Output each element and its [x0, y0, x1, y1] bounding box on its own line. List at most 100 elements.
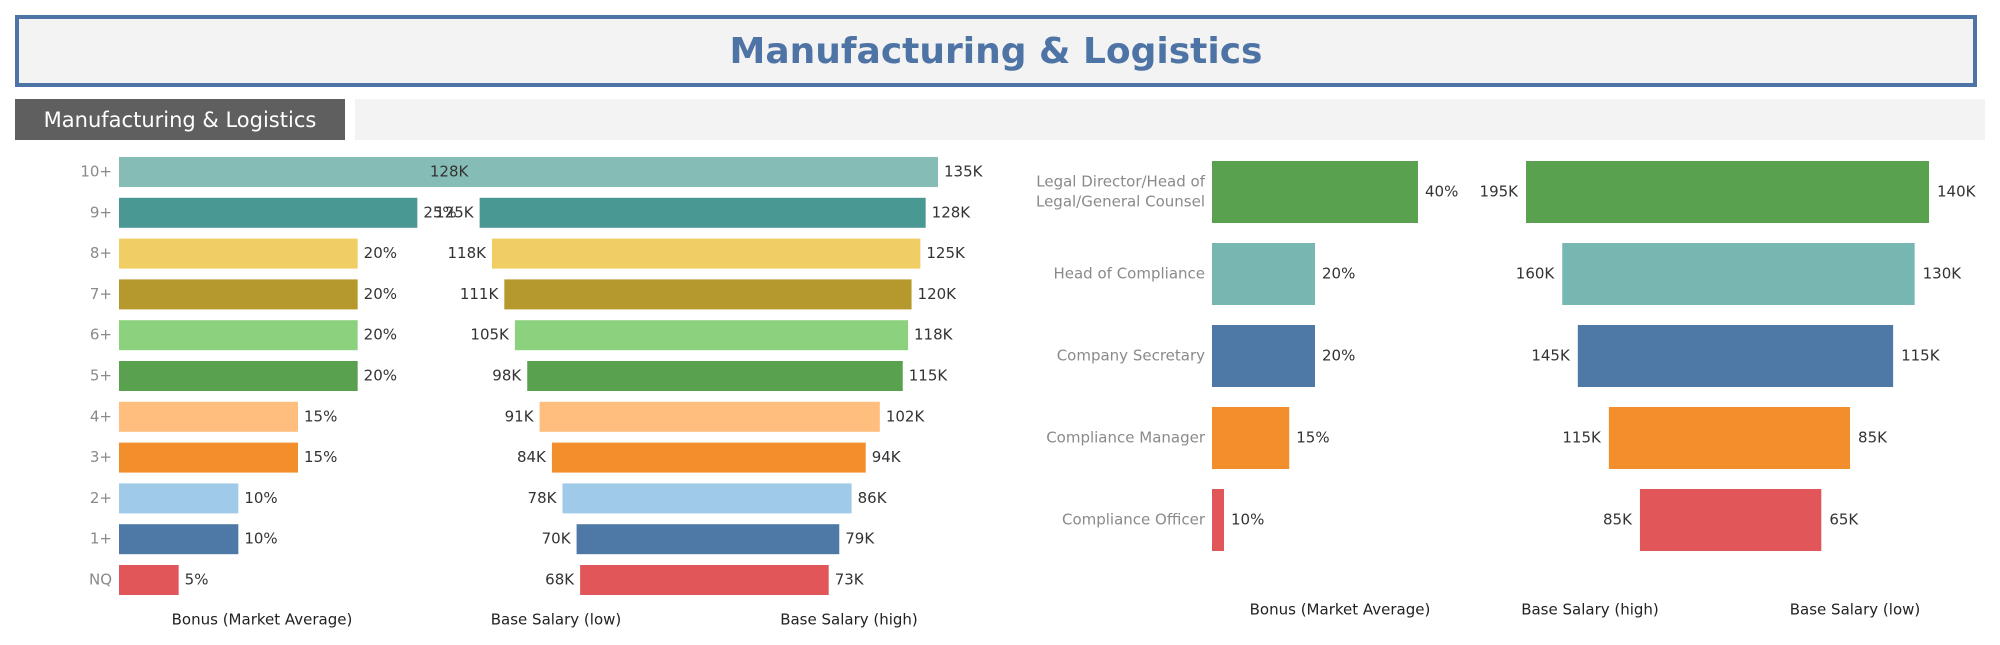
right-bonus-value-label: 15%: [1296, 429, 1329, 447]
left-category-label: 4+: [90, 407, 112, 425]
left-salary-low-label: 128K: [430, 163, 470, 181]
left-salary-high-bar: [700, 197, 926, 228]
left-salary-high-bar: [700, 157, 938, 187]
right-bonus-value-label: 20%: [1322, 265, 1355, 283]
left-bonus-value-label: 10%: [244, 530, 277, 548]
right-role-label-line1: Legal Director/Head of: [1036, 173, 1205, 191]
left-bonus-axis-label: Bonus (Market Average): [172, 611, 353, 629]
left-salary-high-bar: [700, 279, 912, 310]
left-bonus-value-label: 20%: [364, 367, 397, 385]
right-salary-high-bar: [1577, 325, 1728, 387]
right-bonus-value-label: 10%: [1231, 511, 1264, 529]
left-salary-low-bar: [562, 483, 700, 514]
right-salary-high-bar: [1608, 407, 1728, 469]
left-bonus-value-label: 10%: [244, 489, 277, 507]
right-salary-low-bar: [1728, 407, 1851, 469]
section-tab[interactable]: Manufacturing & Logistics: [15, 99, 345, 140]
right-bonus-bar: [1212, 325, 1315, 387]
right-role-label: Compliance Officer: [1062, 511, 1206, 529]
right-salary-high-label: 85K: [1603, 511, 1633, 529]
right-salary-high-bar: [1526, 161, 1728, 223]
left-salary-high-label: 118K: [914, 326, 954, 344]
left-salary-high-label: 125K: [926, 244, 966, 262]
left-salary-high-bar: [700, 483, 852, 514]
right-bonus-value-label: 20%: [1322, 347, 1355, 365]
left-category-label: 6+: [90, 326, 112, 344]
left-bonus-bar: [119, 565, 179, 595]
left-salary-low-bar: [527, 361, 700, 391]
right-salary-high-bar: [1562, 243, 1728, 305]
left-salary-high-label: 102K: [886, 407, 926, 425]
left-bonus-value-label: 20%: [364, 285, 397, 303]
left-salary-high-bar: [700, 320, 909, 351]
left-salary-high-axis-label: Base Salary (high): [780, 611, 918, 629]
left-bonus-bar: [119, 483, 239, 514]
right-salary-low-label: 140K: [1937, 183, 1977, 201]
right-salary-low-label: 115K: [1901, 347, 1941, 365]
left-salary-low-bar: [539, 401, 700, 432]
right-role-label: Head of Compliance: [1053, 265, 1205, 283]
right-role-label: Compliance Manager: [1046, 429, 1206, 447]
left-salary-high-label: 94K: [872, 448, 902, 466]
left-salary-high-bar: [700, 442, 866, 473]
left-category-label: 1+: [90, 530, 112, 548]
left-salary-low-label: 98K: [492, 367, 522, 385]
left-bonus-bar: [119, 197, 418, 228]
left-salary-high-label: 86K: [858, 489, 888, 507]
section-header-bar: [355, 99, 1985, 140]
left-salary-low-axis-label: Base Salary (low): [491, 611, 622, 629]
left-bonus-bar: [119, 279, 358, 310]
right-salary-high-label: 115K: [1562, 429, 1602, 447]
right-salary-low-bar: [1728, 325, 1894, 387]
right-bonus-value-label: 40%: [1425, 183, 1458, 201]
left-salary-low-label: 91K: [505, 407, 535, 425]
left-category-label: 9+: [90, 203, 112, 221]
right-salary-high-bar: [1639, 489, 1728, 551]
left-bonus-value-label: 20%: [364, 244, 397, 262]
right-salary-low-bar: [1728, 489, 1822, 551]
left-salary-low-bar: [474, 157, 700, 187]
left-bonus-value-label: 20%: [364, 326, 397, 344]
right-salary-high-axis-label: Base Salary (high): [1521, 601, 1659, 619]
left-salary-high-label: 120K: [918, 285, 958, 303]
left-bonus-bar: [119, 320, 358, 351]
right-bonus-axis-label: Bonus (Market Average): [1250, 601, 1431, 619]
left-category-label: 3+: [90, 448, 112, 466]
left-salary-low-bar: [514, 320, 700, 351]
dashboard-title: Manufacturing & Logistics: [729, 30, 1263, 72]
left-category-label: 5+: [90, 367, 112, 385]
right-bonus-bar: [1212, 161, 1418, 223]
left-salary-low-label: 105K: [470, 326, 510, 344]
left-salary-low-bar: [551, 442, 700, 473]
left-bonus-value-label: 15%: [304, 407, 337, 425]
left-salary-high-bar: [700, 401, 880, 432]
left-salary-high-label: 135K: [944, 163, 984, 181]
left-category-label: 8+: [90, 244, 112, 262]
left-bonus-bar: [119, 361, 358, 391]
left-salary-high-bar: [700, 524, 840, 555]
left-bonus-bar: [119, 238, 358, 269]
left-bonus-value-label: 25%: [423, 203, 456, 221]
right-bonus-bar: [1212, 407, 1290, 469]
left-salary-low-bar: [576, 524, 700, 555]
right-role-label-line2: Legal/General Counsel: [1036, 193, 1205, 211]
left-salary-low-label: 70K: [542, 530, 572, 548]
left-salary-low-bar: [491, 238, 700, 269]
right-salary-high-label: 160K: [1516, 265, 1556, 283]
left-salary-low-label: 111K: [460, 285, 500, 303]
left-salary-low-label: 118K: [448, 244, 488, 262]
left-salary-low-bar: [479, 197, 700, 228]
left-salary-low-bar: [580, 565, 700, 595]
right-salary-low-bar: [1728, 161, 1929, 223]
left-category-label: 2+: [90, 489, 112, 507]
left-salary-high-label: 79K: [845, 530, 875, 548]
left-category-label: NQ: [89, 571, 112, 589]
left-bonus-bar: [119, 401, 298, 432]
right-salary-high-label: 195K: [1480, 183, 1520, 201]
right-salary-low-label: 65K: [1829, 511, 1859, 529]
right-role-label: Company Secretary: [1057, 347, 1205, 365]
left-bonus-bar: [119, 442, 298, 473]
right-salary-low-bar: [1728, 243, 1915, 305]
right-bonus-bar: [1212, 243, 1315, 305]
left-salary-high-label: 73K: [835, 571, 865, 589]
